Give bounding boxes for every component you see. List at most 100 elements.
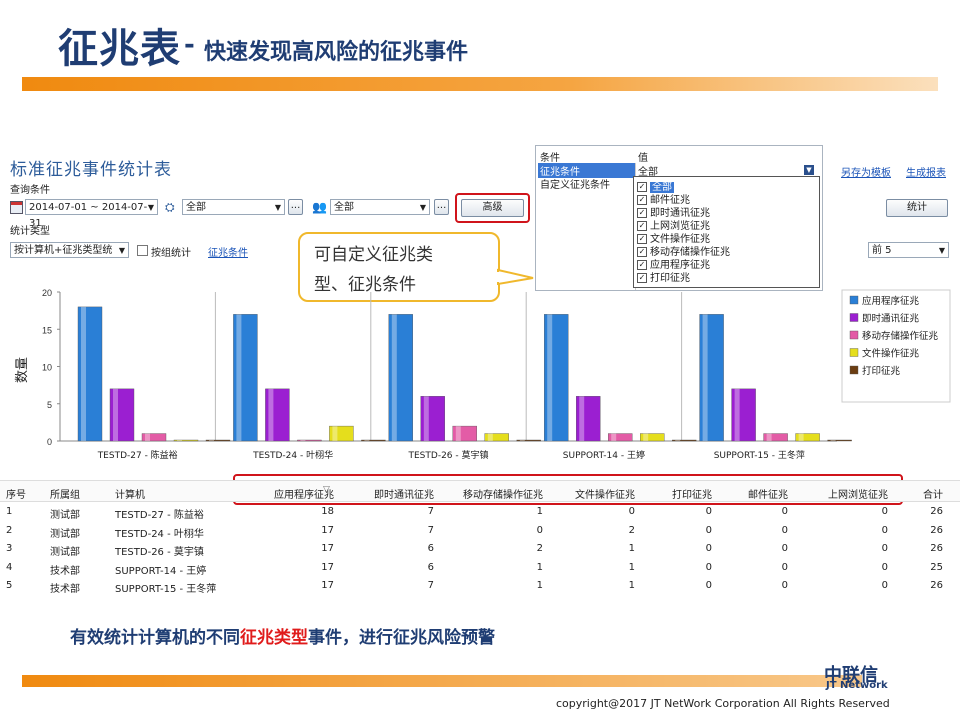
bar-highlight <box>798 433 804 441</box>
date-range-select[interactable]: 2014-07-01 ~ 2014-07-31 ▼ <box>25 199 158 229</box>
bar-highlight <box>702 314 708 441</box>
option-item[interactable]: ✓ 邮件征兆 <box>637 195 690 206</box>
slide-title: 征兆表 <box>58 26 181 72</box>
category-label: TESTD-27 - 陈益裕 <box>97 449 178 461</box>
stat-button[interactable]: 统计 <box>886 199 948 217</box>
bar <box>516 439 541 442</box>
slide-subtitle: 快速发现高风险的征兆事件 <box>204 40 469 65</box>
option-item[interactable]: ✓ 上网浏览征兆 <box>637 221 710 232</box>
bar-highlight <box>547 314 553 441</box>
chevron-down-icon: ▼ <box>274 203 281 212</box>
checkbox-checked-icon: ✓ <box>637 247 647 257</box>
computer-select[interactable]: 全部 ▼ <box>182 199 285 215</box>
option-item[interactable]: ✓ 移动存储操作征兆 <box>637 247 730 258</box>
table-cell: 1 <box>628 561 635 573</box>
table-cell: 17 <box>321 561 334 573</box>
table-cell: 17 <box>321 524 334 536</box>
dropdown-arrow-icon[interactable]: ▼ <box>804 165 814 175</box>
condition-link[interactable]: 征兆条件 <box>208 248 248 259</box>
table-row[interactable]: 3 测试部 TESTD-26 - 莫宇镇 17 6 2 1 0 0 0 26 <box>0 541 960 559</box>
popup-row-condition[interactable]: 征兆条件 <box>538 163 636 178</box>
legend-label: 移动存储操作征兆 <box>862 330 939 342</box>
advanced-button[interactable]: 高级 <box>461 199 524 217</box>
group-stat-checkbox[interactable] <box>137 245 148 256</box>
table-cell: 1 <box>6 506 13 517</box>
user-select[interactable]: 全部 ▼ <box>330 199 430 215</box>
option-item[interactable]: ✓ 即时通讯征兆 <box>637 208 710 219</box>
bar <box>420 396 445 442</box>
table-cell: TESTD-24 - 叶栩华 <box>115 528 204 540</box>
user-browse-button[interactable]: ... <box>434 199 449 215</box>
chevron-down-icon: ▼ <box>938 246 945 255</box>
table-cell: 0 <box>881 580 888 591</box>
table-cell: 0 <box>536 524 543 536</box>
bar <box>205 439 231 442</box>
table-cell: SUPPORT-14 - 王婷 <box>115 565 207 577</box>
top-n-select[interactable]: 前 5 ▼ <box>868 242 949 258</box>
users-icon: 👥 <box>312 200 327 214</box>
checkbox-checked-icon: ✓ <box>637 208 647 218</box>
save-template-link[interactable]: 另存为模板 <box>841 168 891 179</box>
table-row[interactable]: 5 技术部 SUPPORT-15 - 王冬萍 17 7 1 1 0 0 0 26 <box>0 578 960 596</box>
table-cell: 26 <box>930 524 943 536</box>
table-cell: 0 <box>781 561 788 573</box>
table-row[interactable]: 2 测试部 TESTD-24 - 叶栩华 17 7 0 2 0 0 0 26 <box>0 523 960 541</box>
table-cell: 0 <box>705 524 712 536</box>
bar-highlight <box>177 440 182 441</box>
table-cell: 25 <box>930 561 943 573</box>
column-header[interactable]: 序号 <box>6 490 26 501</box>
y-tick-label: 20 <box>42 288 52 298</box>
bar-highlight <box>332 426 338 441</box>
bar-highlight <box>364 440 370 441</box>
bar <box>77 306 103 442</box>
advanced-highlight-box <box>455 193 530 223</box>
table-cell: 0 <box>881 561 888 573</box>
option-item[interactable]: ✓ 全部 <box>637 182 674 193</box>
table-cell: 7 <box>427 580 434 591</box>
option-item[interactable]: ✓ 打印征兆 <box>637 273 690 284</box>
checkbox-checked-icon: ✓ <box>637 273 647 283</box>
legend-swatch <box>849 365 859 375</box>
bar <box>141 433 167 442</box>
bar-highlight <box>391 314 397 441</box>
computer-browse-button[interactable]: ... <box>288 199 303 215</box>
bar-highlight <box>423 396 429 441</box>
bar <box>827 439 852 442</box>
legend-swatch <box>849 330 859 340</box>
column-header[interactable]: 所属组 <box>50 490 80 501</box>
query-label: 查询条件 <box>10 185 50 196</box>
table-cell: 1 <box>628 543 635 554</box>
table-row[interactable]: 4 技术部 SUPPORT-14 - 王婷 17 6 1 1 0 0 0 25 <box>0 560 960 578</box>
table-cell: 1 <box>536 506 543 517</box>
popup-row-custom-condition[interactable]: 自定义征兆条件 <box>540 180 610 191</box>
y-tick-label: 0 <box>47 437 52 447</box>
table-cell: 0 <box>705 543 712 554</box>
table-cell: 2 <box>536 543 543 554</box>
category-label: SUPPORT-15 - 王冬萍 <box>714 449 805 461</box>
generate-report-link[interactable]: 生成报表 <box>906 168 946 179</box>
popup-selected-value[interactable]: 全部 <box>638 167 658 178</box>
calendar-icon[interactable] <box>10 201 23 214</box>
stat-type-select[interactable]: 按计算机+征兆类型统 ▼ <box>10 242 129 258</box>
table-cell: 0 <box>705 580 712 591</box>
bar <box>173 439 199 442</box>
bar <box>608 433 633 442</box>
bar-highlight <box>766 433 772 441</box>
legend-box <box>841 289 951 403</box>
table-row[interactable]: 1 测试部 TESTD-27 - 陈益裕 18 7 1 0 0 0 0 26 <box>0 504 960 522</box>
option-item[interactable]: ✓ 应用程序征兆 <box>637 260 710 271</box>
condition-popup: 条件 值 征兆条件 自定义征兆条件 全部 ▼ ✓ 全部 ✓ 邮件征兆 ✓ 即时通讯征兆… <box>535 145 823 291</box>
legend-label: 即时通讯征兆 <box>862 313 920 325</box>
option-item[interactable]: ✓ 文件操作征兆 <box>637 234 710 245</box>
y-tick-label: 10 <box>42 363 52 373</box>
company-logo: 中联信 <box>824 665 878 686</box>
y-tick-label: 15 <box>42 325 52 335</box>
category-label: SUPPORT-14 - 王婷 <box>563 449 645 461</box>
category-label: TESTD-26 - 莫宇镇 <box>408 449 489 461</box>
top-n-value: 前 5 <box>872 245 892 256</box>
group-stat-label: 按组统计 <box>151 248 191 259</box>
column-header[interactable]: 计算机 <box>115 490 145 501</box>
date-range-value: 2014-07-01 ~ 2014-07-31 <box>29 202 148 229</box>
company-logo-en: JT Network <box>826 680 888 691</box>
stat-type-label: 统计类型 <box>10 226 50 237</box>
